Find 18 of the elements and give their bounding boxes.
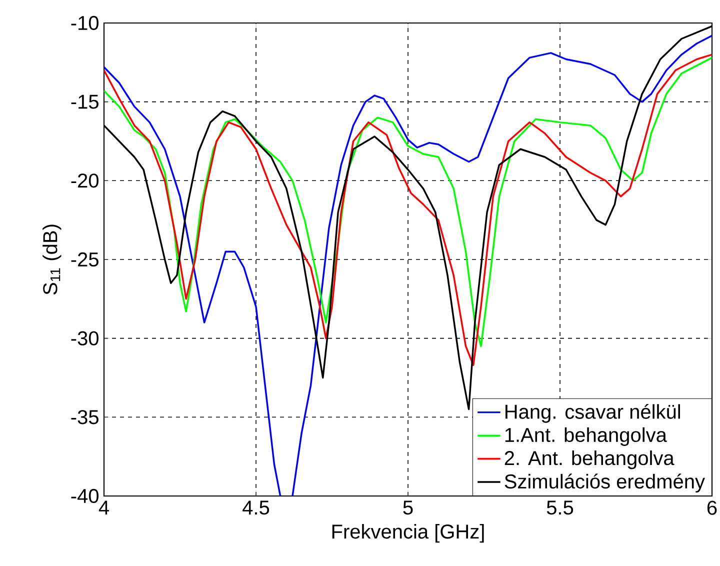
y-axis-title: S$_{11}$ (dB) <box>42 224 62 295</box>
x-tick-label: 4 <box>98 500 109 514</box>
y-tick-label: -20 <box>71 174 98 188</box>
legend-label: Szimulációs eredmény <box>504 474 705 493</box>
legend-label: 1.Ant. behangolva <box>505 427 667 446</box>
x-axis-title: Frekvencia [GHz] <box>332 524 484 543</box>
y-tick-label: -30 <box>71 331 98 346</box>
y-tick-label: -10 <box>71 16 98 30</box>
x-tick-label: 6 <box>707 500 717 515</box>
legend-label: 2. Ant. behangolva <box>504 450 674 470</box>
x-tick-label: 5 <box>403 500 413 515</box>
legend-label: Hang. csavar nélkül <box>506 404 680 423</box>
y-tick-label: -25 <box>71 252 98 267</box>
x-tick-label: 4.5 <box>242 500 270 515</box>
y-tick-label: -15 <box>71 94 98 109</box>
x-tick-label: 5.5 <box>546 500 574 515</box>
y-tick-label: -35 <box>71 410 98 424</box>
y-tick-label: -40 <box>71 488 98 504</box>
